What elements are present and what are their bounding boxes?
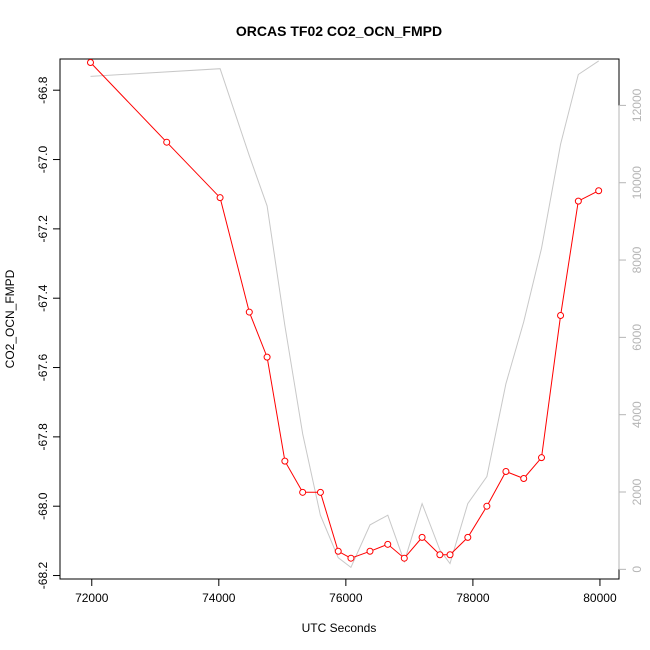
data-point (595, 187, 603, 195)
plot-frame (59, 58, 620, 580)
data-point (366, 547, 374, 555)
secondary-series-line (90, 60, 599, 569)
y-tick-label: -68.0 (36, 492, 50, 520)
data-point (384, 540, 392, 548)
y-tick-label: -66.8 (36, 76, 50, 104)
y-tick-label: -67.6 (36, 354, 50, 382)
y-axis-label: CO2_OCN_FMPD (3, 269, 17, 368)
x-tick-label: 76000 (329, 591, 363, 605)
data-point (263, 353, 271, 361)
data-point (299, 488, 307, 496)
y2-tick-label: 12000 (630, 88, 644, 122)
y2-tick-label: 8000 (630, 246, 644, 273)
y-tick-label: -67.2 (36, 215, 50, 243)
data-point (163, 138, 171, 146)
data-point (86, 58, 94, 66)
x-axis: 72000 74000 76000 78000 80000 (75, 578, 617, 605)
data-point (520, 474, 528, 482)
chart-title: ORCAS TF02 CO2_OCN_FMPD (236, 23, 442, 39)
x-tick-label: 74000 (202, 591, 236, 605)
x-tick-label: 80000 (583, 591, 617, 605)
y2-tick-label: 4000 (630, 401, 644, 428)
data-point (483, 502, 491, 510)
data-point (316, 488, 324, 496)
data-point (446, 551, 454, 559)
data-point (334, 547, 342, 555)
primary-series-line (90, 62, 599, 559)
x-tick-label: 72000 (75, 591, 109, 605)
y-tick-label: -67.4 (36, 284, 50, 312)
data-point (216, 194, 224, 202)
data-point (418, 533, 426, 541)
right-axis-series (90, 60, 599, 569)
y-axis: -66.8 -67.0 -67.2 -67.4 -67.6 -67.8 -68.0 -68.2 (36, 76, 61, 590)
data-point (347, 554, 355, 562)
y2-tick-label: 6000 (630, 324, 644, 351)
data-point (464, 533, 472, 541)
data-point (574, 197, 582, 205)
data-point (538, 454, 546, 462)
data-point (400, 554, 408, 562)
x-tick-label: 78000 (456, 591, 490, 605)
x-axis-label: UTC Seconds (302, 621, 377, 635)
y-tick-label: -68.2 (36, 562, 50, 590)
data-point (245, 308, 253, 316)
data-point (436, 551, 444, 559)
data-point (502, 468, 510, 476)
y2-tick-label: 2000 (630, 478, 644, 505)
data-point (557, 312, 565, 320)
y-tick-label: -67.8 (36, 423, 50, 451)
y-tick-label: -67.0 (36, 146, 50, 174)
data-point (281, 457, 289, 465)
y2-tick-label: 10000 (630, 166, 644, 200)
left-axis-series (86, 58, 603, 562)
y2-tick-label: 0 (630, 566, 644, 573)
y2-axis: 0 2000 4000 6000 8000 10000 12000 (618, 88, 644, 573)
